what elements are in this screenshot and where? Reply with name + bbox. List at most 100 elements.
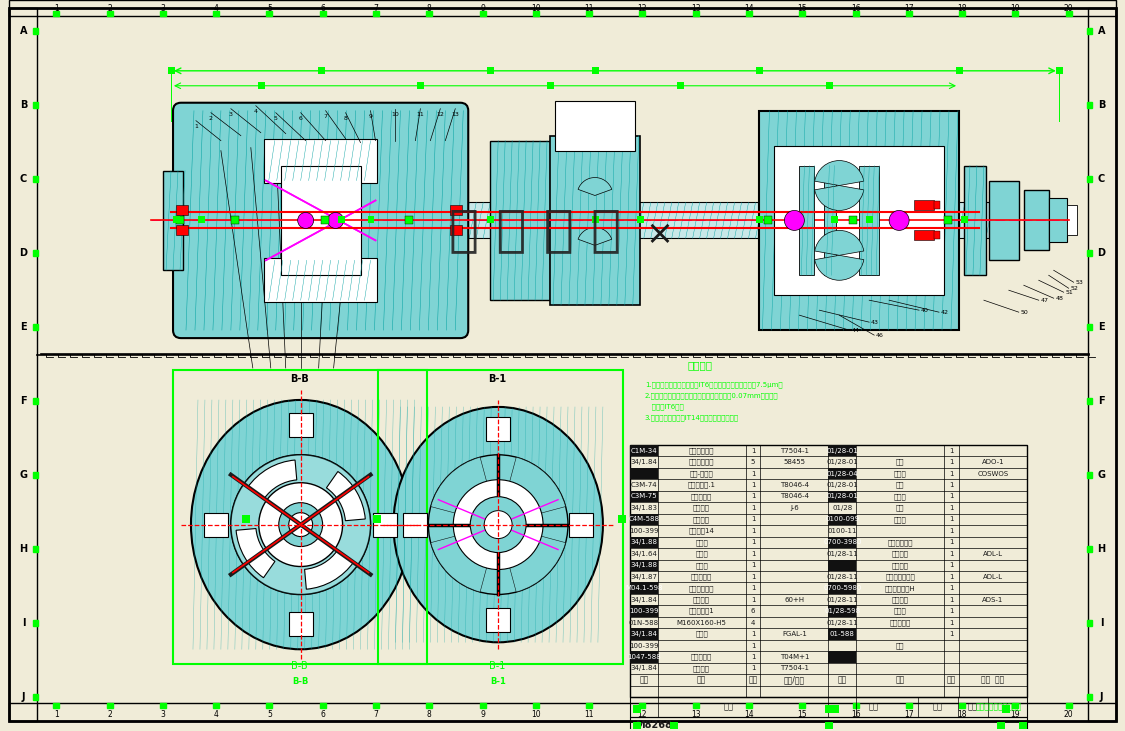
- Bar: [9, 0, 1116, 16]
- Bar: [1087, 472, 1091, 478]
- Bar: [1087, 28, 1091, 34]
- Bar: [289, 613, 313, 636]
- Text: 100-399: 100-399: [629, 643, 658, 648]
- Text: 轴套: 轴套: [896, 482, 904, 488]
- Text: T8046-4: T8046-4: [780, 493, 809, 499]
- Bar: [831, 705, 839, 713]
- Bar: [630, 629, 658, 640]
- Text: 名称: 名称: [698, 675, 706, 684]
- Text: 58455: 58455: [783, 459, 806, 465]
- Text: B-1: B-1: [488, 374, 506, 384]
- Text: 42: 42: [940, 310, 950, 314]
- Bar: [586, 703, 592, 708]
- Bar: [853, 11, 858, 16]
- Bar: [160, 11, 165, 16]
- Text: 端盖组: 端盖组: [695, 562, 708, 569]
- Text: 件号: 件号: [838, 675, 847, 684]
- Text: 100-399: 100-399: [629, 528, 658, 534]
- Text: 100-399: 100-399: [629, 608, 658, 614]
- Bar: [756, 67, 764, 74]
- Bar: [934, 202, 940, 210]
- Text: 7: 7: [374, 4, 378, 13]
- Bar: [630, 445, 1027, 697]
- Bar: [34, 250, 38, 256]
- Bar: [378, 370, 623, 664]
- Bar: [1048, 199, 1066, 243]
- Text: 端盖-双排碟: 端盖-双排碟: [690, 470, 713, 477]
- Bar: [693, 11, 699, 16]
- Text: 0700-5980: 0700-5980: [824, 586, 862, 591]
- Bar: [281, 165, 360, 276]
- Text: 10: 10: [392, 112, 399, 117]
- Text: 5: 5: [273, 115, 278, 121]
- Bar: [374, 515, 381, 523]
- Bar: [964, 165, 986, 276]
- Bar: [426, 11, 432, 16]
- Bar: [176, 205, 188, 216]
- Bar: [960, 703, 965, 708]
- Text: 数量: 数量: [748, 675, 757, 684]
- Bar: [1002, 705, 1010, 713]
- Bar: [956, 67, 963, 74]
- Text: B-B: B-B: [292, 677, 309, 686]
- Text: 1: 1: [54, 710, 58, 719]
- Text: 1: 1: [750, 665, 755, 672]
- Text: 18: 18: [957, 4, 966, 13]
- Text: 6: 6: [321, 4, 325, 13]
- Bar: [53, 11, 60, 16]
- Text: 1: 1: [950, 539, 954, 545]
- Bar: [828, 468, 856, 480]
- Text: 34/1.87: 34/1.87: [630, 574, 657, 580]
- Bar: [374, 512, 397, 537]
- Text: C4M-588: C4M-588: [628, 516, 659, 523]
- Text: 1: 1: [750, 539, 755, 545]
- Text: T7504-1: T7504-1: [780, 665, 809, 672]
- Text: 1: 1: [54, 4, 58, 13]
- Text: 密封件组: 密封件组: [693, 665, 710, 672]
- Text: 2: 2: [107, 4, 112, 13]
- Bar: [997, 722, 1005, 730]
- Bar: [639, 703, 646, 708]
- Text: 6: 6: [321, 710, 325, 719]
- Bar: [319, 703, 326, 708]
- Text: 11: 11: [584, 710, 594, 719]
- Text: B-B: B-B: [290, 374, 309, 384]
- Bar: [630, 605, 658, 617]
- Bar: [1065, 703, 1072, 708]
- Bar: [176, 225, 188, 235]
- Circle shape: [259, 482, 343, 567]
- Bar: [915, 200, 934, 211]
- Bar: [633, 722, 641, 730]
- Wedge shape: [326, 471, 366, 520]
- Bar: [555, 101, 634, 151]
- Text: 端盖组: 端盖组: [893, 470, 907, 477]
- Wedge shape: [814, 230, 864, 255]
- Text: 13: 13: [451, 112, 459, 117]
- Bar: [825, 165, 836, 276]
- Bar: [1087, 694, 1091, 700]
- Text: B-1: B-1: [490, 677, 506, 686]
- Text: 14: 14: [744, 710, 754, 719]
- Bar: [630, 468, 658, 480]
- Text: 52: 52: [1071, 286, 1079, 291]
- Bar: [961, 216, 968, 224]
- Text: 9: 9: [369, 114, 372, 118]
- Bar: [828, 629, 856, 640]
- Wedge shape: [248, 460, 297, 499]
- Text: 16: 16: [850, 4, 861, 13]
- Bar: [486, 608, 510, 632]
- Bar: [746, 703, 752, 708]
- Text: 7: 7: [374, 710, 378, 719]
- FancyBboxPatch shape: [263, 258, 378, 302]
- Bar: [426, 703, 432, 708]
- Text: 53: 53: [1076, 280, 1083, 285]
- Circle shape: [298, 213, 314, 228]
- Bar: [765, 216, 773, 224]
- FancyBboxPatch shape: [263, 139, 378, 183]
- Bar: [258, 82, 264, 88]
- Bar: [9, 8, 37, 721]
- Text: 密封圈: 密封圈: [893, 516, 907, 523]
- Text: 导向套筒组: 导向套筒组: [691, 493, 712, 500]
- Text: 15: 15: [798, 4, 807, 13]
- Text: 密封组: 密封组: [695, 631, 708, 637]
